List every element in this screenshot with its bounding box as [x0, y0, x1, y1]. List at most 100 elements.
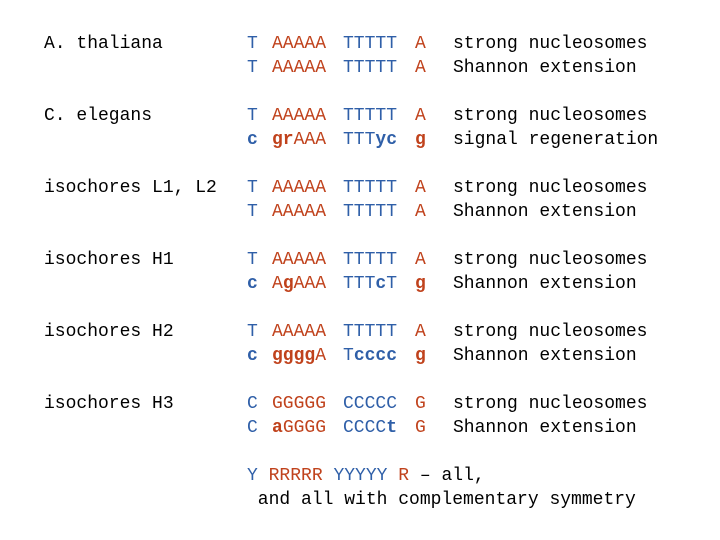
annotation-note: Shannon extension	[453, 202, 637, 222]
consensus-pyrimidine-run-segment: TTTTT	[343, 178, 398, 198]
annotation-note: Shannon extension	[453, 346, 637, 366]
consensus-purine-run-segment: AAAAA	[272, 322, 327, 342]
right-base-cell: A	[415, 56, 426, 80]
consensus-purine-run-segment: A	[315, 346, 327, 366]
left-base-cell: T	[247, 200, 258, 224]
organism-name: isochores H2	[44, 322, 174, 342]
organism-name: isochores H1	[44, 250, 174, 270]
consensus-left-base-segment: T	[247, 250, 258, 270]
pyrimidine-run-cell: TTTTT	[343, 320, 397, 344]
consensus-left-base-segment: T	[247, 106, 258, 126]
footer-segment: R	[398, 466, 410, 486]
pyrimidine-run-cell: TTTcT	[343, 272, 397, 296]
variant-left-base-segment: c	[247, 130, 258, 150]
consensus-purine-run-segment: AAAAA	[272, 58, 327, 78]
annotation-note: strong nucleosomes	[453, 34, 648, 54]
consensus-purine-run-segment: AAAAA	[272, 34, 327, 54]
footer-segment: RRRRR	[268, 466, 323, 486]
consensus-purine-run-segment: AAA	[293, 130, 327, 150]
consensus-left-base-segment: C	[247, 418, 258, 438]
consensus-right-base-segment: A	[415, 34, 426, 54]
consensus-purine-run-segment: GGGG	[282, 418, 327, 438]
variant-right-base-segment: g	[415, 130, 426, 150]
left-base-cell: T	[247, 248, 258, 272]
right-base-cell: g	[415, 344, 426, 368]
annotation-note: strong nucleosomes	[453, 250, 648, 270]
footer-segment	[387, 466, 398, 486]
left-base-cell: c	[247, 344, 258, 368]
right-base-cell: A	[415, 248, 426, 272]
pyrimidine-run-cell: TTTTT	[343, 56, 397, 80]
consensus-purine-run-segment: AAAAA	[272, 106, 327, 126]
purine-run-cell: ggggA	[272, 344, 326, 368]
consensus-purine-run-segment: AAAAA	[272, 178, 327, 198]
annotation-note: strong nucleosomes	[453, 178, 648, 198]
consensus-purine-run-segment: AAAAA	[272, 202, 327, 222]
consensus-right-base-segment: G	[415, 394, 426, 414]
right-base-cell: G	[415, 416, 426, 440]
left-base-cell: T	[247, 176, 258, 200]
consensus-pyrimidine-run-segment: TTTTT	[343, 106, 398, 126]
left-base-cell: T	[247, 320, 258, 344]
footer-segment: YYYYY	[333, 466, 388, 486]
consensus-pyrimidine-run-segment: T	[343, 346, 354, 366]
consensus-pyrimidine-run-segment: CCCC	[343, 418, 387, 438]
consensus-pyrimidine-run-segment: T	[386, 274, 398, 294]
right-base-cell: g	[415, 272, 426, 296]
right-base-cell: G	[415, 392, 426, 416]
purine-run-cell: grAAA	[272, 128, 326, 152]
left-base-cell: C	[247, 392, 258, 416]
left-base-cell: T	[247, 32, 258, 56]
annotation-note: strong nucleosomes	[453, 106, 648, 126]
consensus-right-base-segment: A	[415, 178, 426, 198]
footer-segment: – all,	[409, 466, 485, 486]
pyrimidine-run-cell: TTTTT	[343, 176, 397, 200]
purine-run-cell: GGGGG	[272, 392, 326, 416]
left-base-cell: c	[247, 128, 258, 152]
consensus-right-base-segment: A	[415, 106, 426, 126]
purine-run-cell: AAAAA	[272, 32, 326, 56]
consensus-pyrimidine-run-segment: TTT	[343, 130, 376, 150]
variant-pyrimidine-run-segment: cccc	[353, 346, 398, 366]
consensus-left-base-segment: T	[247, 58, 258, 78]
consensus-pyrimidine-run-segment: TTTTT	[343, 58, 398, 78]
purine-run-cell: AAAAA	[272, 200, 326, 224]
variant-purine-run-segment: a	[272, 418, 283, 438]
variant-purine-run-segment: g	[282, 274, 294, 294]
consensus-left-base-segment: T	[247, 34, 258, 54]
left-base-cell: T	[247, 56, 258, 80]
annotation-note: signal regeneration	[453, 130, 659, 150]
consensus-left-base-segment: T	[247, 322, 258, 342]
consensus-right-base-segment: A	[415, 58, 426, 78]
consensus-pyrimidine-run-segment: TTTTT	[343, 322, 398, 342]
left-base-cell: T	[247, 104, 258, 128]
consensus-purine-run-segment: AAAAA	[272, 250, 327, 270]
consensus-right-base-segment: A	[415, 322, 426, 342]
variant-left-base-segment: c	[247, 346, 258, 366]
footer-consensus-line: Y RRRRR YYYYY R – all,	[247, 464, 485, 488]
consensus-pyrimidine-run-segment: TTTTT	[343, 202, 398, 222]
left-base-cell: C	[247, 416, 258, 440]
annotation-note: strong nucleosomes	[453, 394, 648, 414]
annotation-note: strong nucleosomes	[453, 322, 648, 342]
consensus-right-base-segment: A	[415, 250, 426, 270]
consensus-pyrimidine-run-segment: TTTTT	[343, 34, 398, 54]
consensus-purine-run-segment: AAA	[293, 274, 327, 294]
right-base-cell: A	[415, 32, 426, 56]
purine-run-cell: aGGGG	[272, 416, 326, 440]
consensus-left-base-segment: C	[247, 394, 258, 414]
consensus-purine-run-segment: GGGGG	[272, 394, 327, 414]
pyrimidine-run-cell: Tcccc	[343, 344, 397, 368]
left-base-cell: c	[247, 272, 258, 296]
footer-segment: Y	[247, 466, 258, 486]
organism-name: C. elegans	[44, 106, 153, 126]
pyrimidine-run-cell: TTTTT	[343, 200, 397, 224]
annotation-note: Shannon extension	[453, 418, 637, 438]
purine-run-cell: AAAAA	[272, 176, 326, 200]
variant-pyrimidine-run-segment: c	[375, 274, 387, 294]
